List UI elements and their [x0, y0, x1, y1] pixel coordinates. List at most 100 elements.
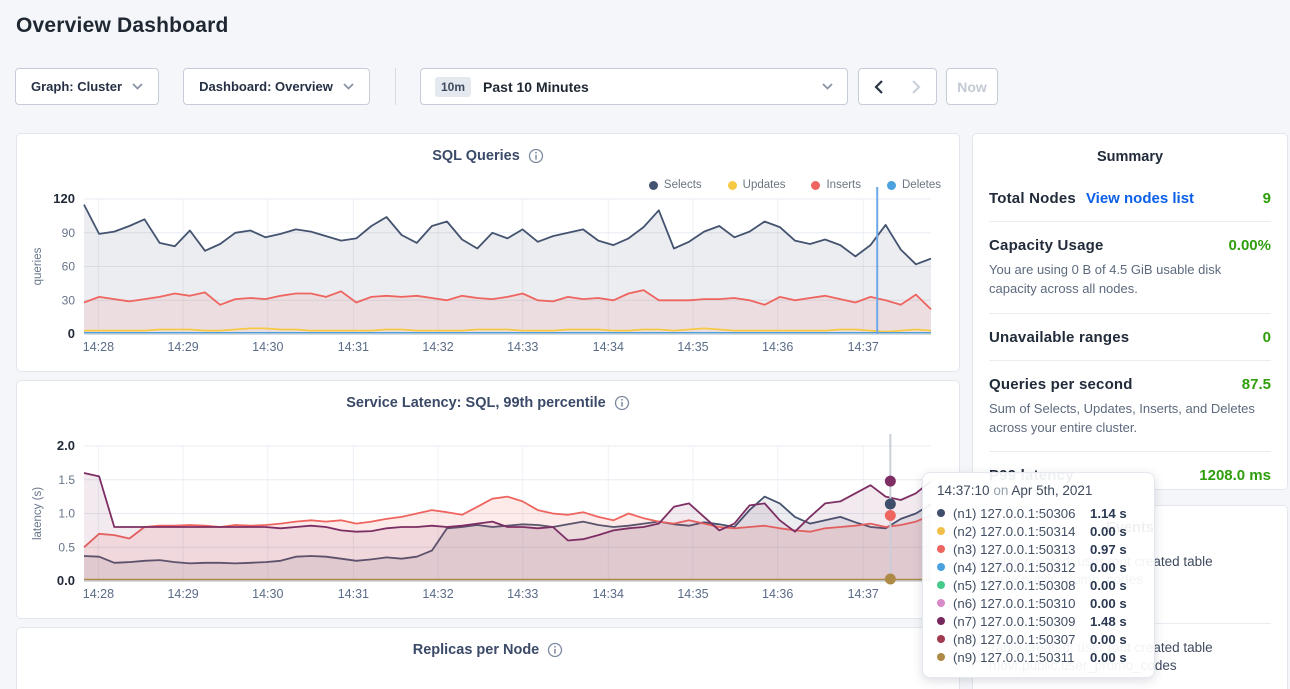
tooltip-timestamp: 14:37:10 on Apr 5th, 2021 — [937, 483, 1093, 498]
qps-label: Queries per second — [989, 375, 1133, 393]
summary-row-qps: Queries per second 87.5 Sum of Selects, … — [989, 361, 1271, 453]
chevron-left-icon — [873, 79, 883, 94]
legend-dot-icon — [648, 180, 658, 190]
info-icon[interactable] — [547, 642, 563, 658]
svg-text:30: 30 — [62, 293, 76, 307]
node-dot-icon — [937, 509, 945, 517]
now-button[interactable]: Now — [946, 68, 998, 105]
svg-text:14:36: 14:36 — [762, 587, 793, 601]
replicas-per-node-title: Replicas per Node — [412, 642, 540, 658]
legend-item-updates: Updates — [727, 179, 785, 191]
node-dot-icon — [937, 617, 945, 625]
chevron-down-icon — [343, 83, 354, 90]
svg-text:14:32: 14:32 — [422, 340, 453, 354]
sql-queries-chart[interactable]: 14:28 14:29 14:30 14:31 14:32 14:33 14:34 14:35… — [17, 134, 961, 373]
svg-text:14:32: 14:32 — [422, 587, 453, 601]
legend-dot-icon — [727, 180, 737, 190]
tooltip-node-row: (n3) 127.0.0.1:50313 0.97 s — [937, 540, 1140, 558]
svg-text:14:37: 14:37 — [848, 340, 879, 354]
svg-text:14:35: 14:35 — [677, 587, 708, 601]
chart-hover-tooltip: 14:37:10 on Apr 5th, 2021 (n1) 127.0.0.1… — [922, 472, 1155, 678]
svg-text:90: 90 — [62, 226, 76, 240]
summary-row-unavailable: Unavailable ranges 0 — [989, 314, 1271, 361]
view-nodes-list-link[interactable]: View nodes list — [1085, 190, 1195, 207]
time-range-dropdown[interactable]: 10m Past 10 Minutes — [420, 68, 848, 105]
svg-text:14:28: 14:28 — [83, 340, 114, 354]
svg-text:14:34: 14:34 — [593, 340, 624, 354]
time-range-label: Past 10 Minutes — [483, 78, 589, 95]
svg-text:14:37: 14:37 — [848, 587, 879, 601]
svg-text:1.0: 1.0 — [58, 507, 75, 521]
capacity-usage-desc: You are using 0 B of 4.5 GiB usable disk… — [989, 262, 1222, 296]
graph-dropdown[interactable]: Graph: Cluster — [15, 68, 159, 105]
svg-text:14:31: 14:31 — [338, 587, 369, 601]
legend-item-inserts: Inserts — [811, 179, 861, 191]
svg-text:0.0: 0.0 — [57, 573, 75, 588]
svg-text:queries: queries — [32, 247, 44, 285]
summary-row-total-nodes: Total Nodes View nodes list 9 — [989, 175, 1271, 222]
tooltip-node-row: (n9) 127.0.0.1:50311 0.00 s — [937, 648, 1140, 666]
svg-text:0.5: 0.5 — [58, 540, 75, 554]
capacity-usage-value: 0.00% — [1228, 237, 1271, 254]
replicas-per-node-panel: Replicas per Node — [16, 627, 960, 689]
sql-queries-title: SQL Queries — [432, 148, 520, 164]
service-latency-chart[interactable]: 14:28 14:29 14:30 14:31 14:32 14:33 14:34 14:35… — [17, 381, 961, 620]
chevron-down-icon — [132, 83, 143, 90]
sql-queries-legend: Selects Updates Inserts Deletes — [648, 179, 941, 191]
page-title: Overview Dashboard — [16, 14, 229, 37]
time-range-badge: 10m — [435, 76, 472, 97]
tooltip-node-row: (n5) 127.0.0.1:50308 0.00 s — [937, 576, 1140, 594]
dashboard-dropdown-label: Dashboard: Overview — [199, 79, 333, 94]
tooltip-node-row: (n8) 127.0.0.1:50307 0.00 s — [937, 630, 1140, 648]
legend-dot-icon — [811, 180, 821, 190]
time-prev-button[interactable] — [858, 68, 898, 105]
total-nodes-label: Total Nodes — [989, 190, 1076, 207]
legend-item-selects: Selects — [648, 179, 702, 191]
dashboard-dropdown[interactable]: Dashboard: Overview — [183, 68, 370, 105]
qps-desc: Sum of Selects, Updates, Inserts, and De… — [989, 400, 1255, 435]
node-dot-icon — [937, 635, 945, 643]
svg-text:14:35: 14:35 — [677, 340, 708, 354]
svg-text:14:30: 14:30 — [252, 340, 283, 354]
svg-text:1.5: 1.5 — [58, 473, 75, 487]
svg-text:14:33: 14:33 — [507, 340, 538, 354]
svg-text:120: 120 — [53, 191, 75, 206]
node-dot-icon — [937, 581, 945, 589]
info-icon[interactable] — [614, 395, 630, 411]
unavailable-ranges-value: 0 — [1262, 328, 1271, 346]
summary-title: Summary — [1096, 149, 1164, 165]
tooltip-node-row: (n2) 127.0.0.1:50314 0.00 s — [937, 522, 1140, 540]
node-dot-icon — [937, 527, 945, 535]
unavailable-ranges-label: Unavailable ranges — [989, 328, 1130, 346]
service-latency-panel: Service Latency: SQL, 99th percentile 14… — [16, 380, 960, 619]
summary-row-capacity: Capacity Usage 0.00% You are using 0 B o… — [989, 222, 1271, 314]
svg-text:14:36: 14:36 — [762, 340, 793, 354]
qps-value: 87.5 — [1241, 375, 1271, 393]
time-next-button[interactable] — [897, 68, 937, 105]
svg-text:14:29: 14:29 — [167, 587, 198, 601]
p99-latency-value: 1208.0 ms — [1199, 467, 1271, 485]
svg-text:14:30: 14:30 — [252, 587, 283, 601]
svg-text:14:34: 14:34 — [593, 587, 624, 601]
tooltip-node-row: (n4) 127.0.0.1:50312 0.00 s — [937, 558, 1140, 576]
tooltip-node-row: (n6) 127.0.0.1:50310 0.00 s — [937, 594, 1140, 612]
node-dot-icon — [937, 563, 945, 571]
legend-item-deletes: Deletes — [887, 179, 941, 191]
total-nodes-value: 9 — [1262, 190, 1271, 207]
svg-text:14:31: 14:31 — [338, 340, 369, 354]
svg-text:0: 0 — [68, 326, 75, 341]
info-icon[interactable] — [528, 148, 544, 164]
svg-text:2.0: 2.0 — [57, 438, 75, 453]
chevron-right-icon — [912, 79, 921, 94]
svg-text:14:28: 14:28 — [83, 587, 114, 601]
summary-panel: Summary Total Nodes View nodes list 9 Ca… — [972, 133, 1288, 490]
svg-text:latency (s): latency (s) — [32, 487, 44, 540]
node-dot-icon — [937, 599, 945, 607]
controls-divider — [395, 68, 396, 105]
graph-dropdown-label: Graph: Cluster — [30, 79, 122, 94]
service-latency-title: Service Latency: SQL, 99th percentile — [346, 395, 606, 411]
tooltip-node-row: (n1) 127.0.0.1:50306 1.14 s — [937, 504, 1140, 522]
svg-text:14:29: 14:29 — [167, 340, 198, 354]
node-dot-icon — [937, 545, 945, 553]
svg-text:60: 60 — [62, 260, 76, 274]
